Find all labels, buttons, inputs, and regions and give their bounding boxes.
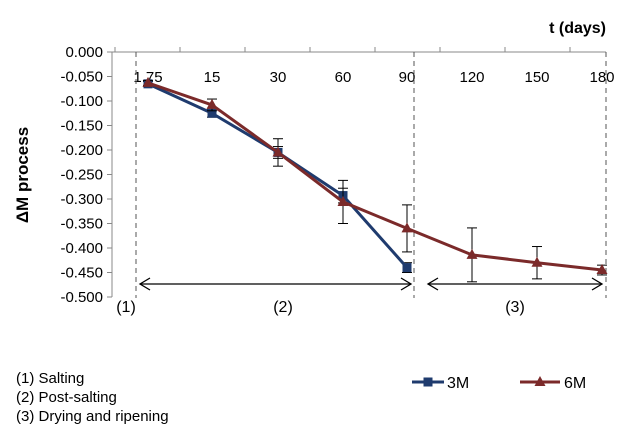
phase-2-arrow: [138, 277, 413, 291]
series-3M: [143, 79, 412, 273]
y-tick-label: -0.350: [60, 216, 103, 233]
phase-note-1: (1) Salting: [16, 370, 84, 387]
data-point: [402, 263, 412, 273]
data-point: [531, 256, 543, 267]
legend-swatch-6M: [520, 376, 560, 386]
y-tick-label: -0.100: [60, 93, 103, 110]
legend-label-6m: 6M: [564, 375, 586, 392]
phase-label-1: (1): [116, 299, 136, 316]
x-tick-label: 150: [524, 69, 549, 86]
x-tick-label: 60: [335, 69, 352, 86]
data-point: [337, 195, 349, 206]
x-tick-label: 120: [459, 69, 484, 86]
y-tick-label: -0.250: [60, 167, 103, 184]
x-axis-title: t (days): [549, 20, 606, 37]
series-line-3M: [147, 82, 409, 269]
y-tick-label: -0.450: [60, 265, 103, 282]
x-tick-label: 15: [204, 69, 221, 86]
y-tick-label: -0.050: [60, 69, 103, 86]
legend-label-3m: 3M: [447, 375, 469, 392]
data-point: [401, 222, 413, 233]
y-tick-label: -0.500: [60, 289, 103, 306]
legend: 3M 6M: [412, 375, 586, 392]
phase-note-3: (3) Drying and ripening: [16, 408, 169, 425]
x-tick-label: 180: [589, 69, 614, 86]
y-tick-label: -0.150: [60, 118, 103, 135]
data-point: [142, 76, 154, 87]
x-tick-label: 30: [270, 69, 287, 86]
y-tick-label: -0.300: [60, 191, 103, 208]
data-point: [207, 108, 217, 118]
data-point: [206, 98, 218, 109]
y-tick-label: -0.200: [60, 142, 103, 159]
data-point: [596, 264, 608, 275]
series-line-6M: [147, 81, 603, 272]
data-point: [272, 146, 284, 157]
series-6M: [142, 76, 608, 283]
phase-boundaries: [135, 52, 607, 298]
data-point: [466, 248, 478, 259]
phase-note-2: (2) Post-salting: [16, 389, 117, 406]
phase-3-arrow: [426, 277, 604, 291]
phase-label-2: (2): [273, 299, 293, 316]
y-axis-title: ΔM process: [13, 127, 32, 223]
axes-group: 0.000 -0.050 -0.100 -0.150 -0.200 -0.250 -0.30…: [60, 44, 614, 306]
x-tick-label: 90: [399, 69, 416, 86]
phase-label-3: (3): [505, 299, 525, 316]
y-tick-label: 0.000: [65, 44, 103, 61]
series-group: [142, 76, 608, 283]
y-tick-label: -0.400: [60, 240, 103, 257]
legend-swatch-3M: [412, 377, 444, 387]
